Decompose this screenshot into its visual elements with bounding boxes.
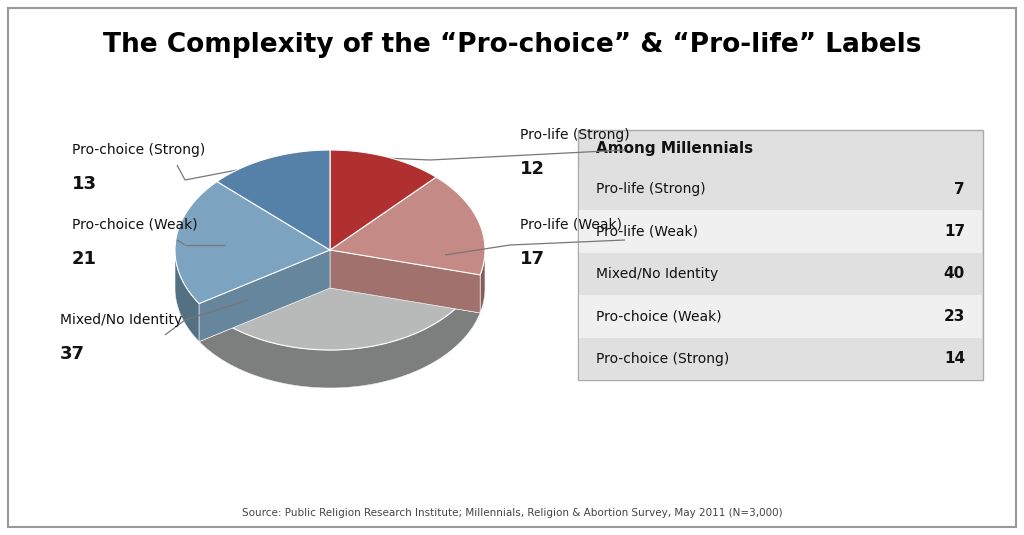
Polygon shape — [330, 150, 436, 250]
Polygon shape — [199, 250, 480, 350]
FancyBboxPatch shape — [579, 253, 982, 295]
FancyBboxPatch shape — [579, 210, 982, 253]
FancyBboxPatch shape — [579, 338, 982, 380]
Text: Mixed/No Identity: Mixed/No Identity — [596, 267, 718, 281]
Text: 17: 17 — [520, 250, 545, 268]
Text: Pro-choice (Weak): Pro-choice (Weak) — [72, 218, 198, 232]
FancyBboxPatch shape — [578, 130, 983, 380]
Text: Pro-choice (Strong): Pro-choice (Strong) — [596, 352, 729, 366]
FancyBboxPatch shape — [579, 295, 982, 338]
Polygon shape — [199, 250, 330, 341]
Text: 40: 40 — [944, 266, 965, 281]
Polygon shape — [480, 251, 485, 313]
Polygon shape — [330, 250, 480, 313]
Polygon shape — [330, 177, 485, 275]
Text: 7: 7 — [954, 182, 965, 197]
Text: Pro-choice (Strong): Pro-choice (Strong) — [72, 143, 205, 157]
Text: Mixed/No Identity: Mixed/No Identity — [60, 313, 182, 327]
Polygon shape — [175, 250, 199, 341]
Text: 17: 17 — [944, 224, 965, 239]
Text: 12: 12 — [520, 160, 545, 178]
Text: 37: 37 — [60, 345, 85, 363]
Text: Pro-life (Weak): Pro-life (Weak) — [520, 218, 622, 232]
Polygon shape — [199, 288, 480, 388]
Text: The Complexity of the “Pro-choice” & “Pro-life” Labels: The Complexity of the “Pro-choice” & “Pr… — [102, 32, 922, 58]
Text: Among Millennials: Among Millennials — [596, 141, 753, 157]
FancyBboxPatch shape — [8, 8, 1016, 527]
Text: Pro-choice (Weak): Pro-choice (Weak) — [596, 309, 722, 323]
Polygon shape — [217, 150, 330, 250]
Polygon shape — [330, 250, 480, 313]
Polygon shape — [175, 181, 330, 303]
Text: Pro-life (Strong): Pro-life (Strong) — [520, 128, 630, 142]
Polygon shape — [199, 250, 330, 341]
Text: 13: 13 — [72, 175, 97, 193]
Polygon shape — [199, 275, 480, 388]
Text: 21: 21 — [72, 250, 97, 268]
Polygon shape — [175, 288, 330, 341]
Text: 14: 14 — [944, 351, 965, 366]
Text: Pro-life (Strong): Pro-life (Strong) — [596, 182, 706, 196]
Text: 23: 23 — [944, 309, 965, 324]
Polygon shape — [330, 288, 485, 313]
FancyBboxPatch shape — [579, 168, 982, 210]
Text: Pro-life (Weak): Pro-life (Weak) — [596, 225, 698, 239]
Text: Source: Public Religion Research Institute; Millennials, Religion & Abortion Sur: Source: Public Religion Research Institu… — [242, 508, 782, 518]
